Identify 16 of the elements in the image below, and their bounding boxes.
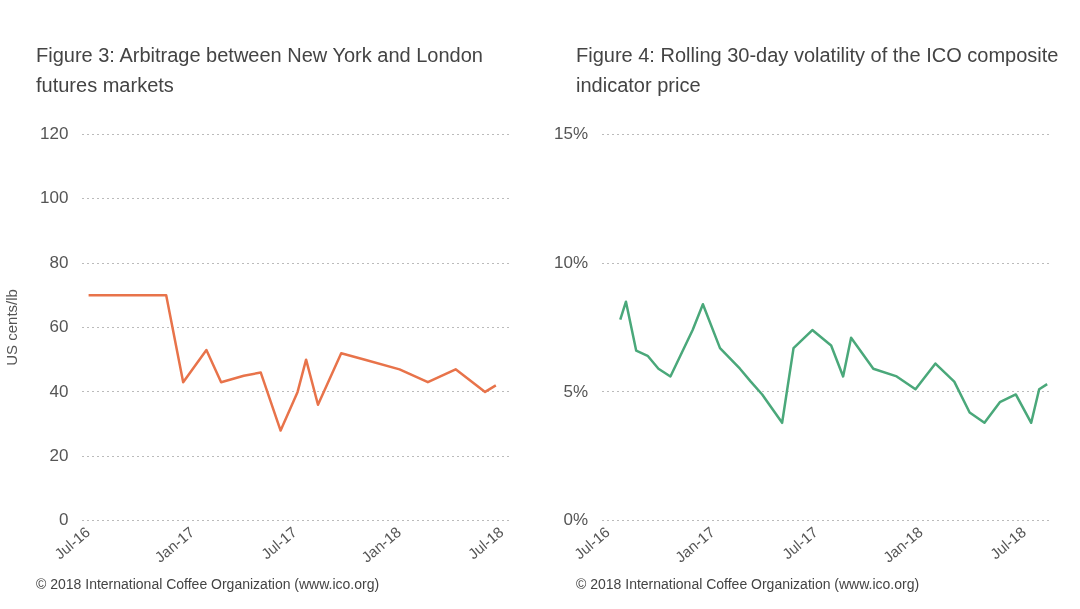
text: © 2018 International Coffee Organization (www.ico.org) <box>576 576 921 592</box>
y-tick-label: 20 <box>49 446 69 465</box>
y-tick-label: 0 <box>58 510 69 530</box>
y-tick-label: 80 <box>49 252 69 272</box>
chart-title: Figure 4: Rolling 30-day volatility of the ICO composite indicator price <box>576 43 1060 98</box>
y-tick-label: 100 <box>39 188 69 208</box>
y-tick-label: 10% <box>553 252 589 272</box>
y-tick-label: 40 <box>49 381 69 401</box>
y-tick-label: 15% <box>553 123 589 143</box>
y-tick-label: 60 <box>49 317 69 337</box>
y-axis-title: US cents/lb <box>3 289 21 366</box>
chart-title: Figure 3: Arbitrage between New York and London futures markets <box>36 43 484 98</box>
text: © 2018 International Coffee Organization (www.ico.org) <box>36 576 381 592</box>
y-tick-label: 5% <box>563 381 589 401</box>
y-tick-label: 120 <box>39 123 69 143</box>
y-tick-label: 0% <box>563 510 589 530</box>
